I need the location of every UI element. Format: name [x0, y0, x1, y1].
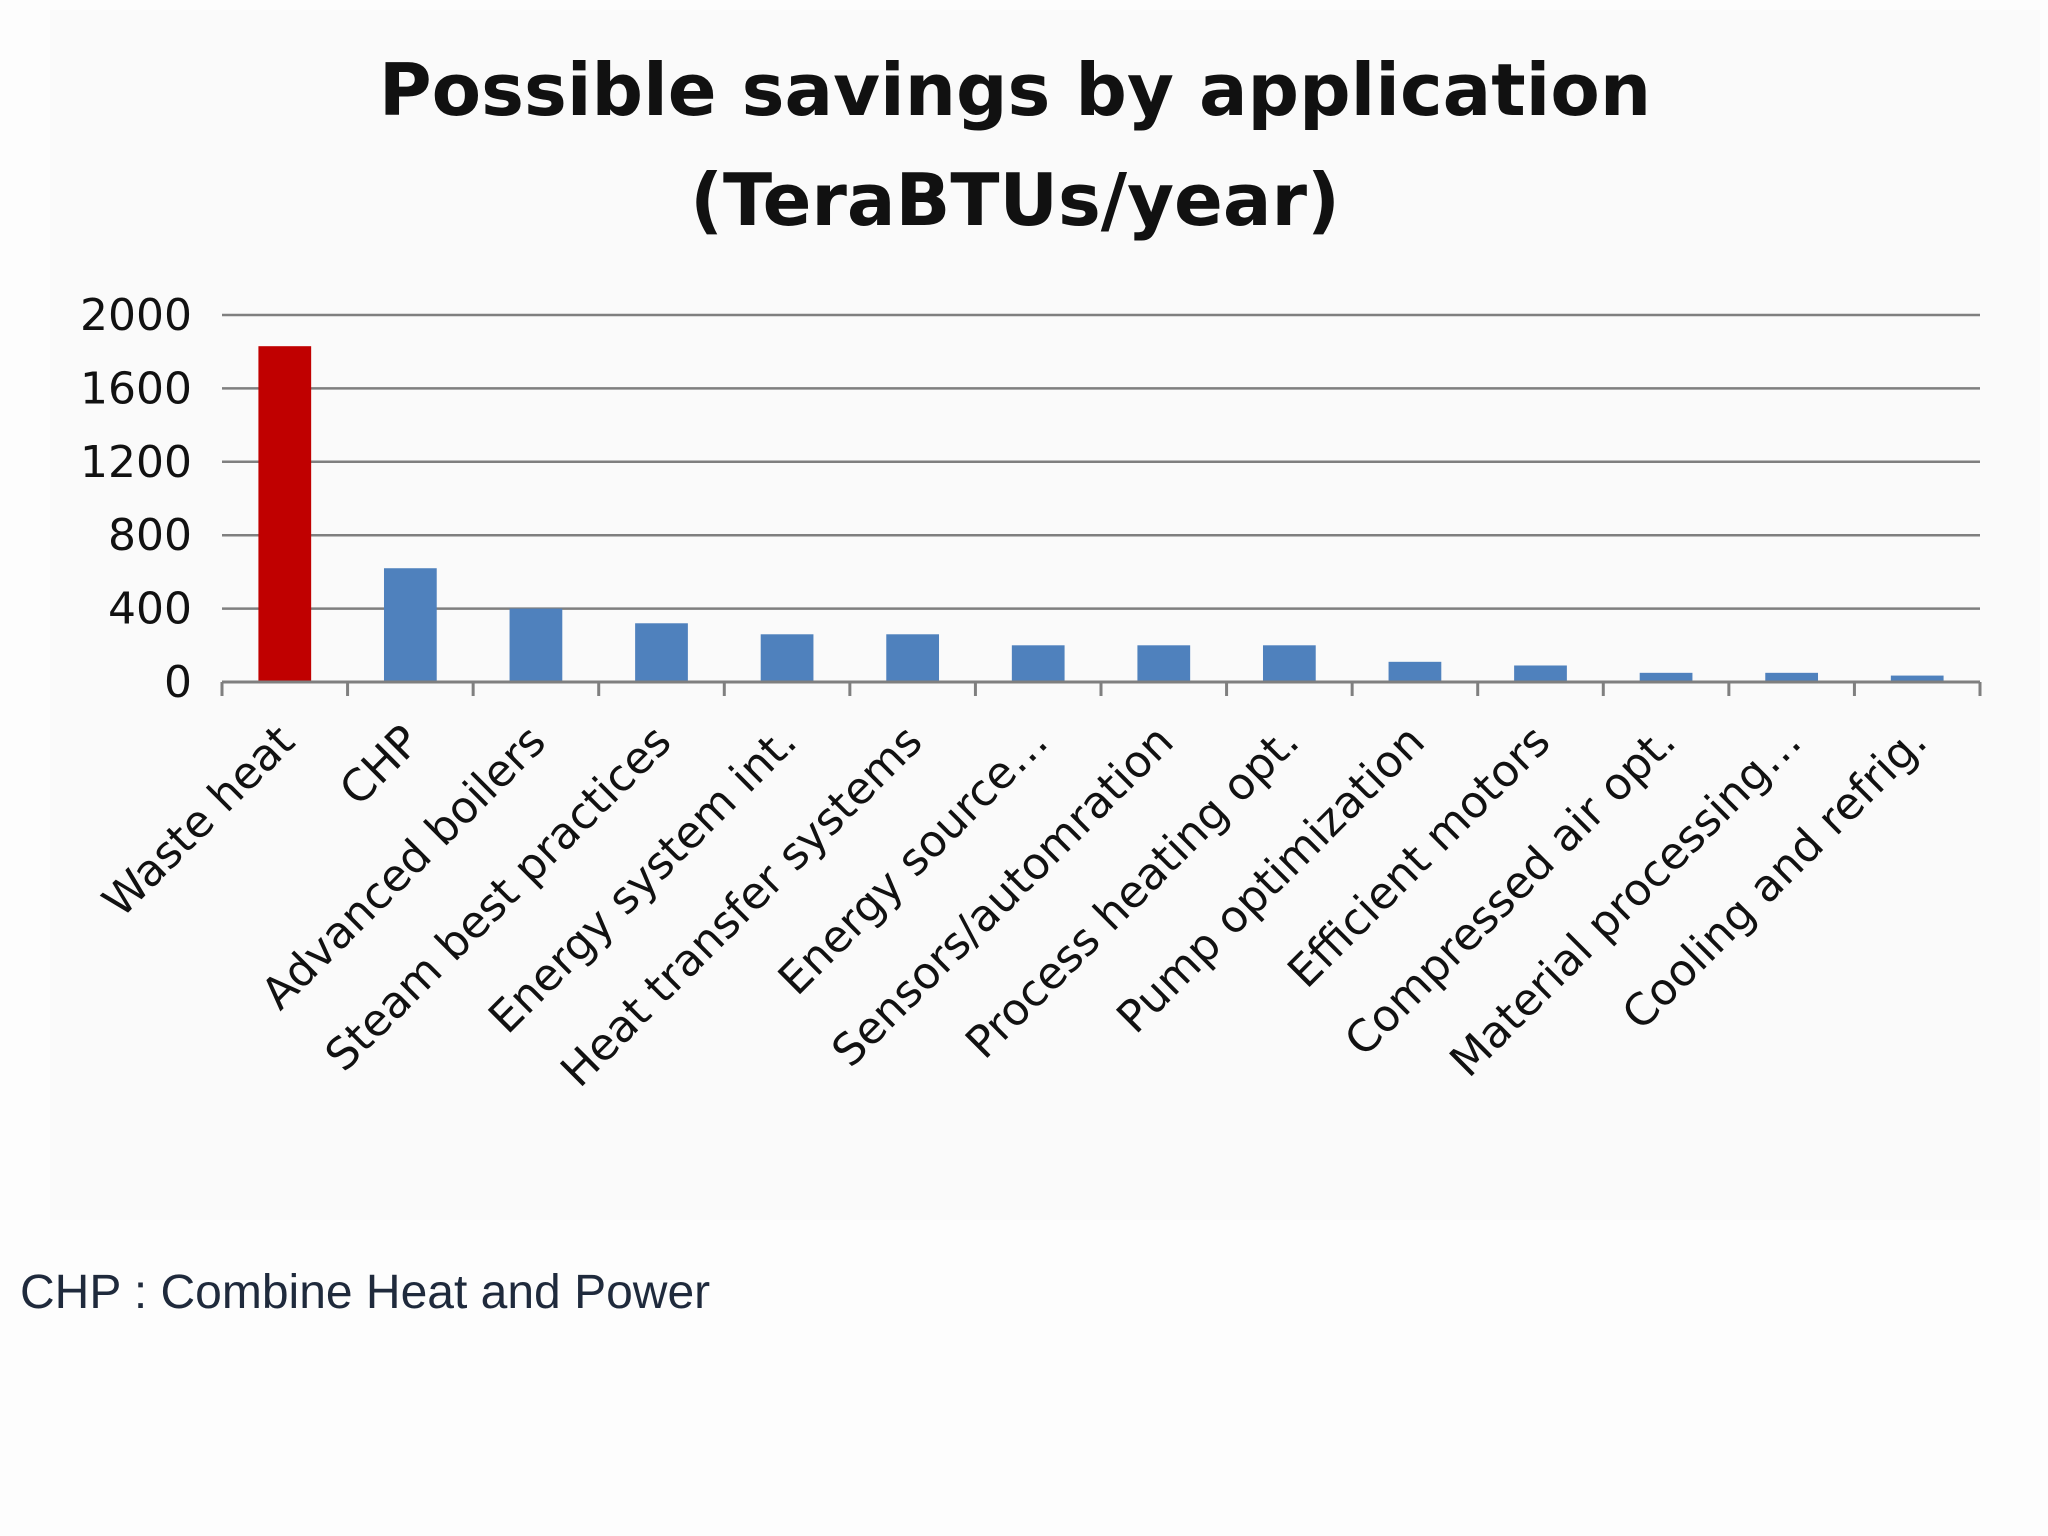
y-tick-label: 2000 — [80, 290, 192, 341]
y-tick-label: 0 — [164, 657, 192, 708]
bar — [760, 634, 814, 682]
bar — [509, 608, 563, 682]
bar — [1639, 672, 1693, 682]
grid-lines — [222, 313, 1980, 610]
y-axis-ticks: 0 400 800 1200 1600 2000 — [80, 290, 192, 708]
y-tick-label: 1200 — [80, 437, 192, 488]
bar — [1011, 645, 1065, 682]
chart-panel: Possible savings by application (TeraBTU… — [50, 10, 2040, 1220]
bar-chart: Possible savings by application (TeraBTU… — [80, 48, 1982, 1097]
bar — [1262, 645, 1316, 682]
bar — [383, 568, 437, 682]
bar — [1765, 672, 1819, 682]
bar — [886, 634, 940, 682]
bar — [635, 623, 688, 682]
bar — [1388, 661, 1442, 682]
bars — [258, 346, 1944, 682]
bar — [1890, 675, 1944, 682]
footnote: CHP : Combine Heat and Power — [20, 1266, 711, 1319]
y-tick-label: 1600 — [80, 363, 192, 414]
y-tick-label: 400 — [108, 584, 192, 635]
chart-title: Possible savings by application — [379, 48, 1651, 132]
x-tick-label: Waste heat — [93, 716, 304, 927]
chart-subtitle: (TeraBTUs/year) — [690, 158, 1340, 242]
y-tick-label: 800 — [108, 510, 192, 561]
x-tick-label: CHP — [330, 716, 430, 816]
x-axis — [220, 680, 1982, 696]
bar — [1137, 645, 1191, 682]
bar — [258, 346, 312, 682]
bar — [1514, 665, 1567, 682]
